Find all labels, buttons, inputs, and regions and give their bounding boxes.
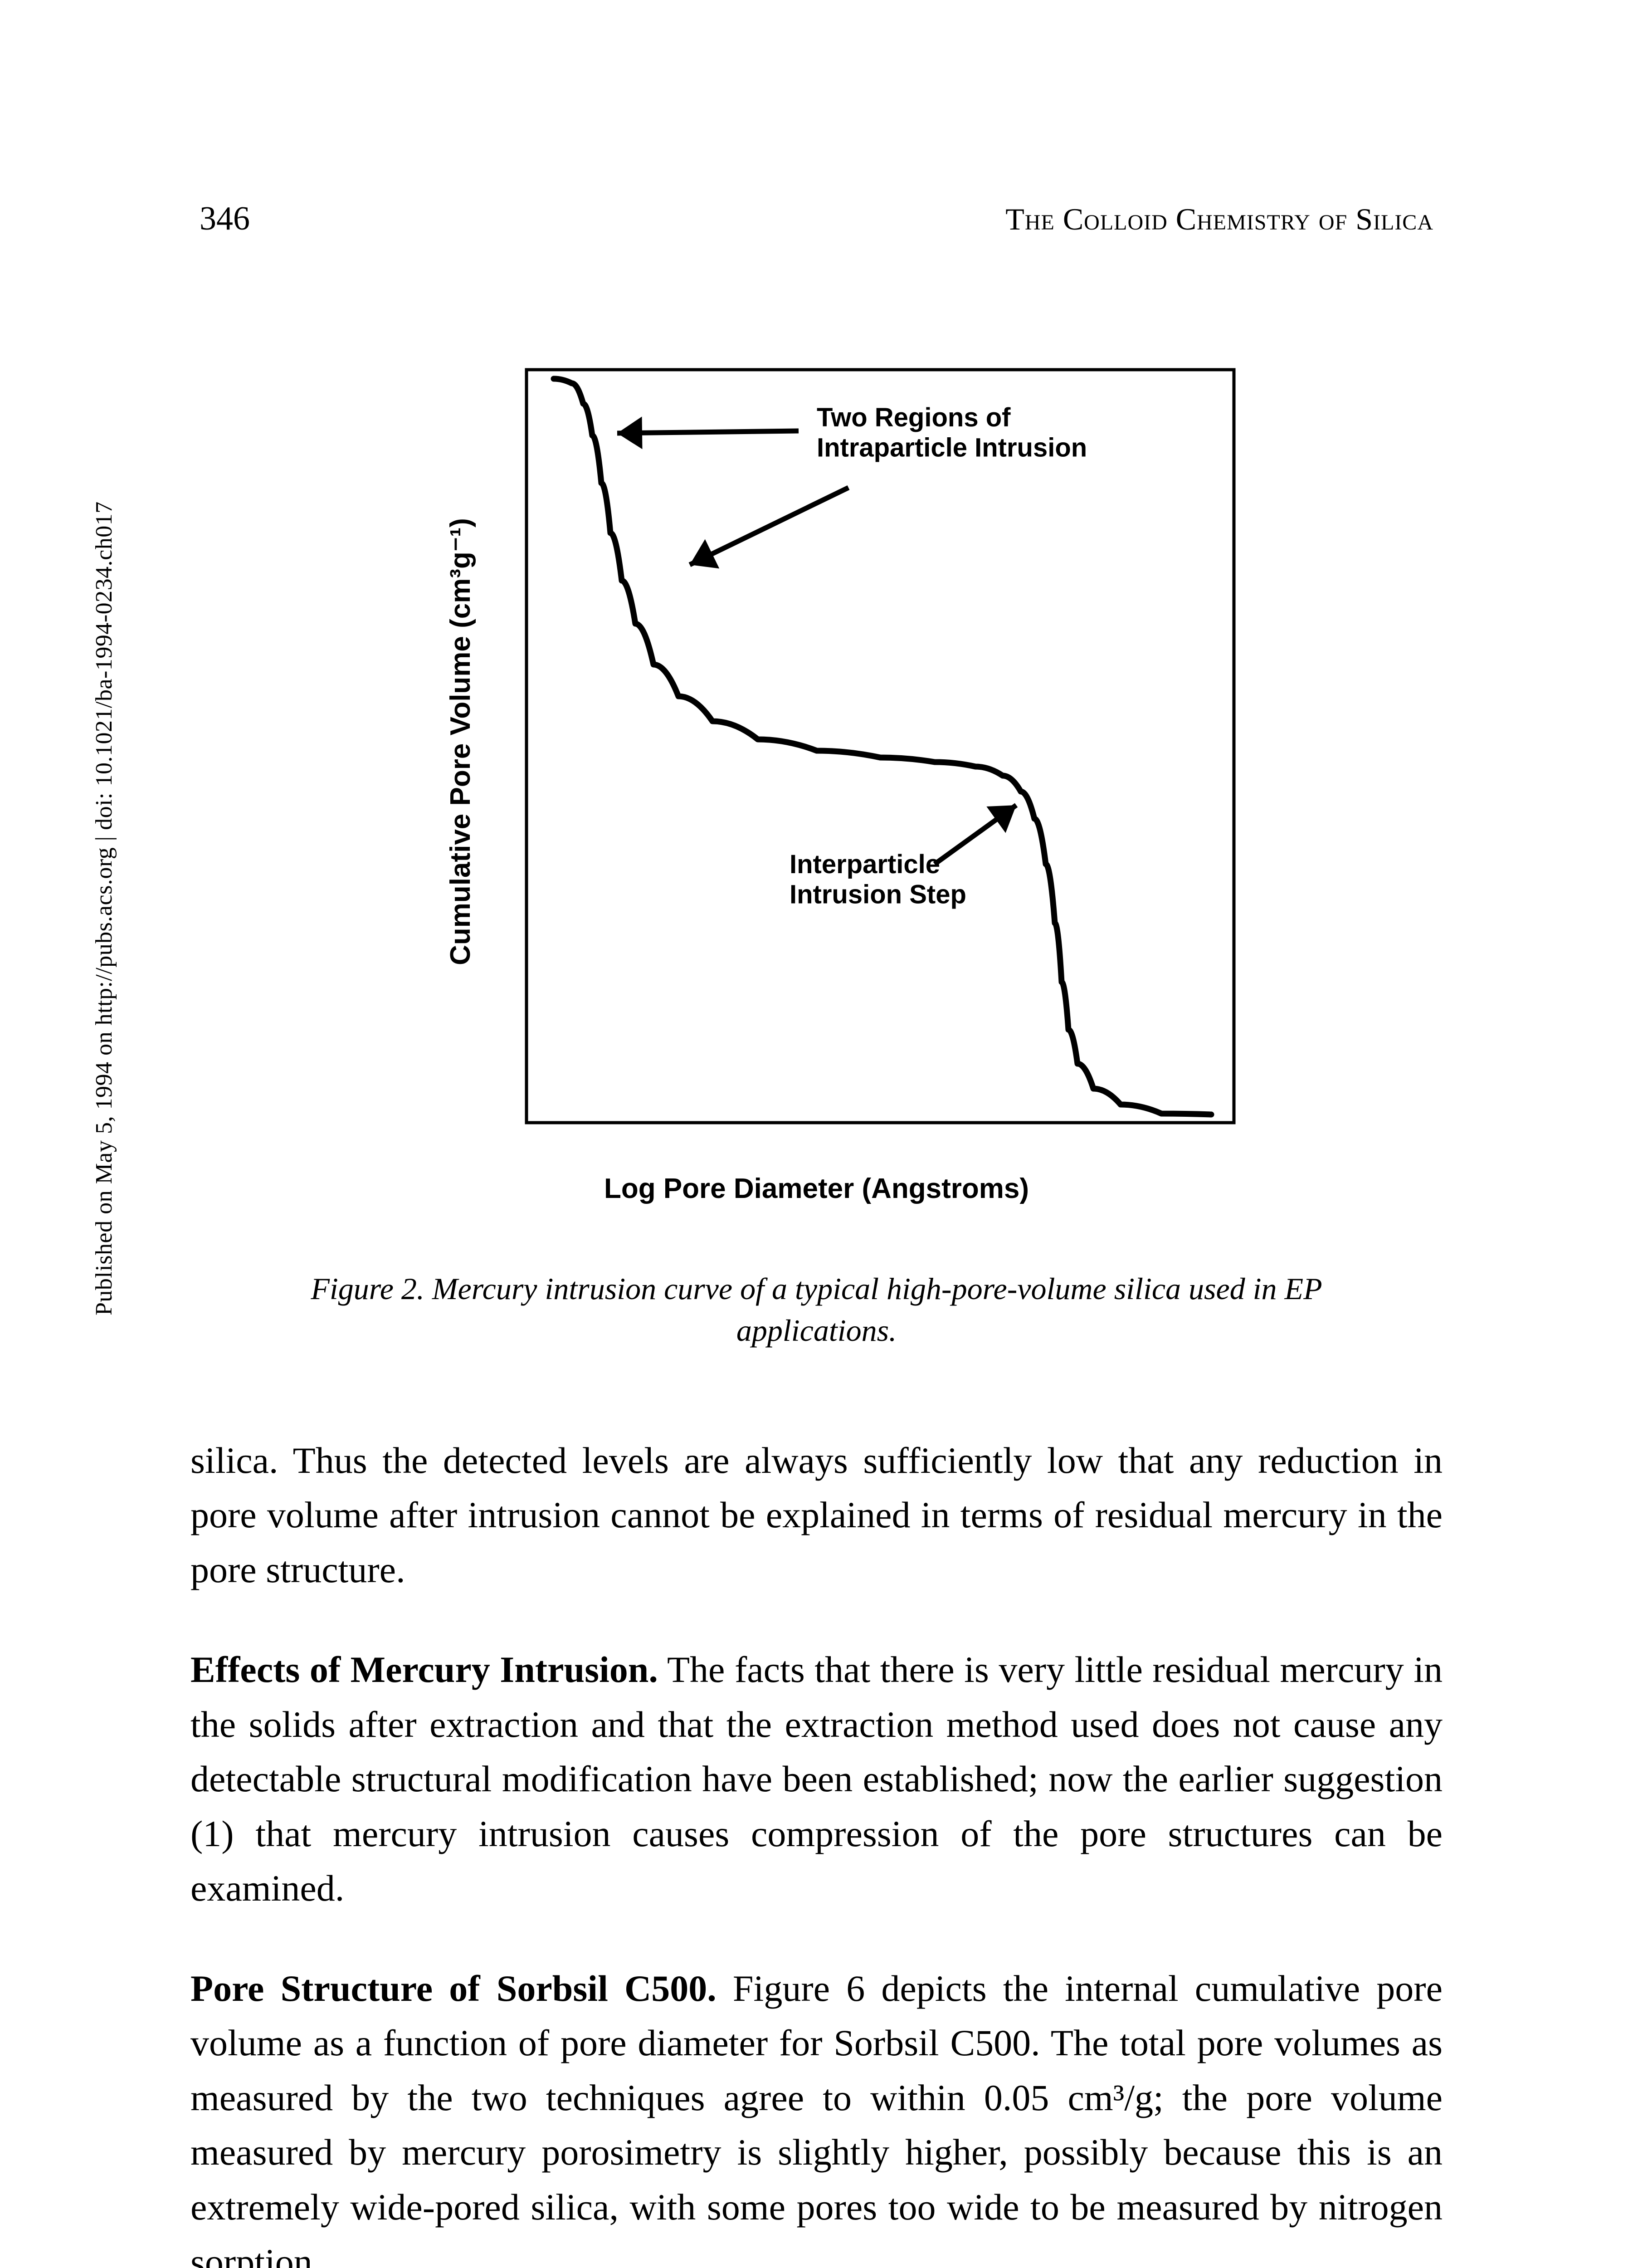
figure-caption: Figure 2. Mercury intrusion curve of a t… xyxy=(250,1268,1384,1352)
section-gap xyxy=(190,1916,1443,1961)
figure-2: Cumulative Pore Volume (cm³g⁻¹) Two Regi… xyxy=(190,333,1443,1352)
plot-area: Two Regions ofIntraparticle Intrusion In… xyxy=(526,370,1234,1123)
paragraph-effects: Effects of Mercury Intrusion. The facts … xyxy=(190,1642,1443,1916)
run-in-head-effects: Effects of Mercury Intrusion. xyxy=(190,1649,658,1690)
paragraph-pore-structure: Pore Structure of Sorbsil C500. Figure 6… xyxy=(190,1961,1443,2268)
y-axis-label: Cumulative Pore Volume (cm³g⁻¹) xyxy=(445,518,476,965)
intrusion-curve xyxy=(554,379,1211,1114)
section-gap xyxy=(190,1597,1443,1642)
page-header: 346 The Colloid Chemistry of Silica xyxy=(190,200,1443,238)
figure-svg: Cumulative Pore Volume (cm³g⁻¹) Two Regi… xyxy=(386,333,1248,1154)
run-in-head-pore: Pore Structure of Sorbsil C500. xyxy=(190,1968,717,2009)
paragraph-pore-text: Figure 6 depicts the internal cumulative… xyxy=(190,1968,1443,2268)
running-head: The Colloid Chemistry of Silica xyxy=(1005,201,1433,237)
paragraph-continuation: silica. Thus the detected levels are alw… xyxy=(190,1433,1443,1598)
annotation-arrows xyxy=(617,416,1016,864)
annotation-lower: InterparticleIntrusion Step xyxy=(790,850,966,909)
plot-frame xyxy=(526,370,1234,1123)
side-publication-note: Published on May 5, 1994 on http://pubs.… xyxy=(91,501,117,1315)
body-text: silica. Thus the detected levels are alw… xyxy=(190,1433,1443,2268)
annotation-upper: Two Regions ofIntraparticle Intrusion xyxy=(817,403,1087,463)
page-number: 346 xyxy=(200,200,250,238)
x-axis-label: Log Pore Diameter (Angstroms) xyxy=(604,1173,1029,1205)
